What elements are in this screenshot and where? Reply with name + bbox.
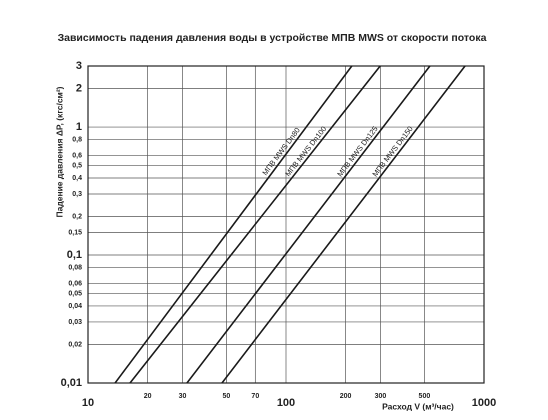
x-axis-label: Расход V (м³/час) bbox=[382, 401, 454, 411]
y-tick-label: 0,1 bbox=[67, 249, 82, 261]
y-tick-label: 1 bbox=[76, 121, 82, 133]
y-tick-label: 0,2 bbox=[72, 213, 82, 220]
x-tick-label: 70 bbox=[251, 393, 259, 400]
y-tick-label: 0,08 bbox=[68, 264, 82, 271]
y-tick-label: 0,15 bbox=[68, 229, 82, 236]
x-tick-label: 10 bbox=[82, 397, 94, 409]
x-tick-label: 500 bbox=[419, 393, 431, 400]
y-tick-label: 0,02 bbox=[68, 341, 82, 348]
x-tick-label: 1000 bbox=[472, 397, 496, 409]
line bbox=[129, 65, 381, 384]
line bbox=[186, 65, 431, 384]
y-tick-label: 3 bbox=[76, 60, 82, 72]
y-tick-label: 0,3 bbox=[72, 191, 82, 198]
line bbox=[114, 65, 353, 384]
x-tick-label: 20 bbox=[144, 393, 152, 400]
y-tick-label: 2 bbox=[76, 82, 82, 94]
y-tick-label: 0,06 bbox=[68, 280, 82, 287]
x-tick-label: 300 bbox=[375, 393, 387, 400]
y-tick-label: 0,04 bbox=[68, 303, 82, 310]
line bbox=[221, 65, 466, 384]
x-tick-label: 100 bbox=[277, 397, 295, 409]
y-tick-label: 0,4 bbox=[72, 175, 82, 182]
x-tick-label: 30 bbox=[179, 393, 187, 400]
plot-frame bbox=[87, 65, 485, 384]
y-tick-label: 0,03 bbox=[68, 319, 82, 326]
y-axis-label: Падение давления ΔP, (кгс/см²) bbox=[54, 86, 64, 217]
y-tick-label: 0,5 bbox=[72, 162, 82, 169]
y-tick-label: 0,6 bbox=[72, 152, 82, 159]
y-tick-label: 0,8 bbox=[72, 136, 82, 143]
y-tick-label: 0,01 bbox=[61, 377, 82, 389]
chart-title: Зависимость падения давления воды в устр… bbox=[58, 32, 487, 44]
x-tick-label: 200 bbox=[340, 393, 352, 400]
x-tick-label: 50 bbox=[222, 393, 230, 400]
y-tick-label: 0,05 bbox=[68, 290, 82, 297]
